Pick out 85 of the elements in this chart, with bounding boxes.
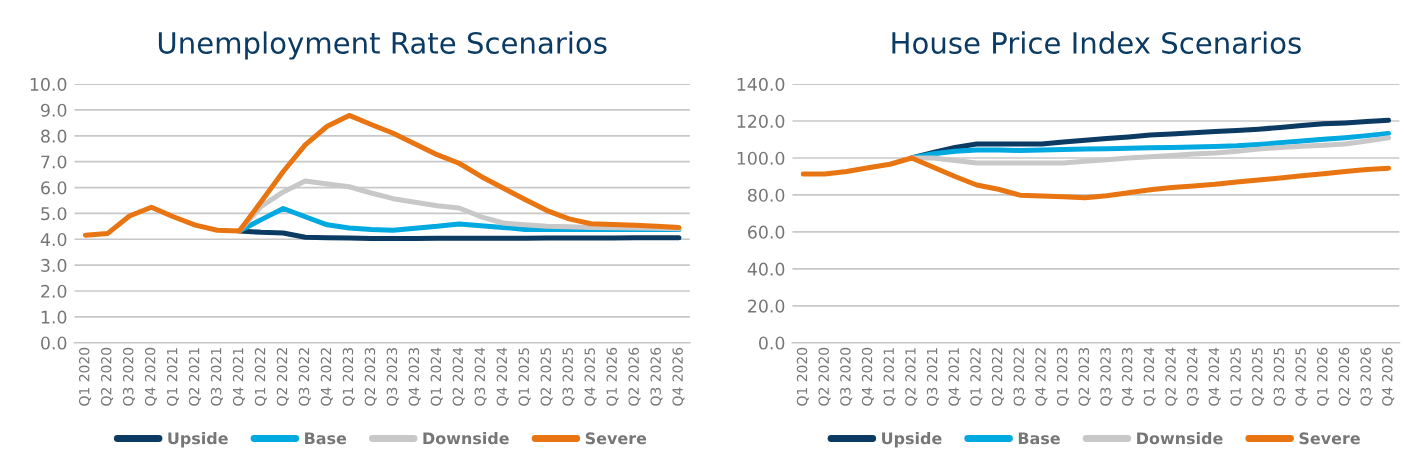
y-tick-label: 60.0 (748, 225, 785, 239)
y-tick-label: 6.0 (41, 181, 67, 195)
x-tick-label: Q1 2024 (1143, 347, 1156, 406)
y-tick-label: 140.0 (737, 77, 785, 91)
y-tick-label: 2.0 (41, 284, 67, 298)
x-tick-label: Q3 2021 (926, 348, 939, 406)
legend-label: Base (1018, 432, 1060, 445)
y-tick-label: 0.0 (759, 336, 785, 350)
x-tick-label: Q2 2022 (991, 348, 1004, 406)
x-tick-label: Q4 2020 (861, 347, 874, 406)
x-tick-label: Q3 2023 (386, 348, 399, 406)
x-tick-label: Q1 2026 (1317, 347, 1330, 406)
y-tick-label: 4.0 (40, 233, 67, 247)
legend-label: Severe (585, 432, 647, 445)
x-tick-label: Q3 2026 (650, 347, 663, 406)
x-tick-label: Q1 2024 (430, 347, 443, 406)
x-tick-label: Q4 2022 (320, 348, 333, 406)
y-tick-label: 1.0 (41, 310, 67, 324)
y-tick-label: 0.0 (41, 336, 67, 350)
x-tick-label: Q2 2023 (364, 348, 377, 406)
x-tick-label: Q1 2020 (796, 347, 809, 406)
x-tick-label: Q2 2024 (1165, 347, 1178, 406)
legend-label: Upside (882, 431, 942, 448)
x-tick-label: Q3 2020 (122, 347, 136, 406)
y-tick-label: 80.0 (748, 188, 785, 202)
legend-label: Severe (1299, 432, 1360, 445)
x-tick-label: Q3 2023 (1100, 348, 1113, 406)
x-tick-label: Q3 2025 (1273, 348, 1286, 406)
chart-title: Unemployment Rate Scenarios (158, 31, 607, 60)
x-tick-label: Q1 2023 (1056, 348, 1070, 406)
x-tick-label: Q1 2021 (166, 348, 179, 406)
y-tick-label: 7.0 (41, 155, 67, 169)
x-tick-label: Q1 2022 (254, 348, 267, 406)
legend-label: Downside (1137, 431, 1223, 445)
y-tick-label: 120.0 (737, 114, 785, 128)
x-tick-label: Q2 2025 (1252, 348, 1265, 406)
y-tick-label: 8.0 (41, 129, 67, 143)
y-tick-label: 10.0 (30, 77, 67, 91)
x-tick-label: Q2 2025 (540, 348, 553, 406)
x-tick-label: Q2 2024 (452, 347, 465, 406)
x-tick-label: Q4 2026 (672, 347, 685, 406)
x-tick-label: Q1 2025 (518, 348, 531, 406)
x-tick-label: Q3 2024 (1186, 347, 1200, 406)
x-tick-label: Q3 2025 (562, 348, 575, 406)
x-tick-label: Q1 2026 (606, 347, 619, 406)
x-tick-label: Q4 2022 (1035, 348, 1048, 406)
y-tick-label: 3.0 (41, 258, 67, 272)
x-tick-label: Q4 2026 (1382, 347, 1395, 406)
x-tick-label: Q2 2026 (1338, 347, 1351, 406)
legend-label: Base (305, 432, 347, 445)
x-tick-label: Q2 2022 (276, 348, 289, 406)
x-tick-label: Q4 2023 (408, 348, 421, 406)
x-tick-label: Q4 2025 (584, 348, 597, 406)
x-tick-label: Q4 2021 (232, 348, 245, 406)
x-tick-label: Q2 2021 (905, 348, 918, 406)
x-tick-label: Q3 2021 (210, 348, 223, 406)
x-tick-label: Q4 2025 (1295, 348, 1308, 406)
x-tick-label: Q4 2021 (948, 348, 961, 406)
y-tick-label: 9.0 (41, 103, 67, 117)
y-tick-label: 40.0 (747, 262, 785, 276)
x-tick-label: Q4 2024 (496, 347, 509, 406)
x-tick-label: Q3 2026 (1360, 347, 1373, 406)
y-tick-label: 100.0 (737, 151, 785, 165)
x-tick-label: Q4 2023 (1121, 348, 1135, 406)
x-tick-label: Q1 2021 (883, 348, 896, 406)
x-tick-label: Q3 2024 (474, 347, 487, 406)
x-tick-label: Q2 2026 (628, 347, 641, 406)
chart-title: House Price Index Scenarios (892, 31, 1301, 54)
x-tick-label: Q3 2022 (1013, 348, 1026, 406)
x-tick-label: Q2 2021 (188, 348, 201, 406)
x-tick-label: Q4 2024 (1208, 347, 1221, 406)
x-tick-label: Q3 2022 (298, 348, 311, 406)
x-tick-label: Q1 2022 (970, 348, 983, 406)
x-tick-label: Q2 2020 (100, 347, 114, 406)
x-tick-label: Q4 2020 (144, 347, 158, 406)
x-tick-label: Q2 2023 (1078, 348, 1091, 406)
x-tick-label: Q3 2020 (840, 347, 853, 406)
y-tick-label: 5.0 (41, 207, 67, 221)
x-tick-label: Q1 2023 (342, 348, 355, 406)
x-tick-label: Q1 2025 (1230, 348, 1243, 406)
legend-label: Upside (168, 431, 228, 448)
legend-label: Downside (423, 431, 509, 445)
x-tick-label: Q2 2020 (818, 347, 831, 406)
y-tick-label: 20.0 (748, 299, 785, 313)
x-tick-label: Q1 2020 (78, 347, 92, 406)
